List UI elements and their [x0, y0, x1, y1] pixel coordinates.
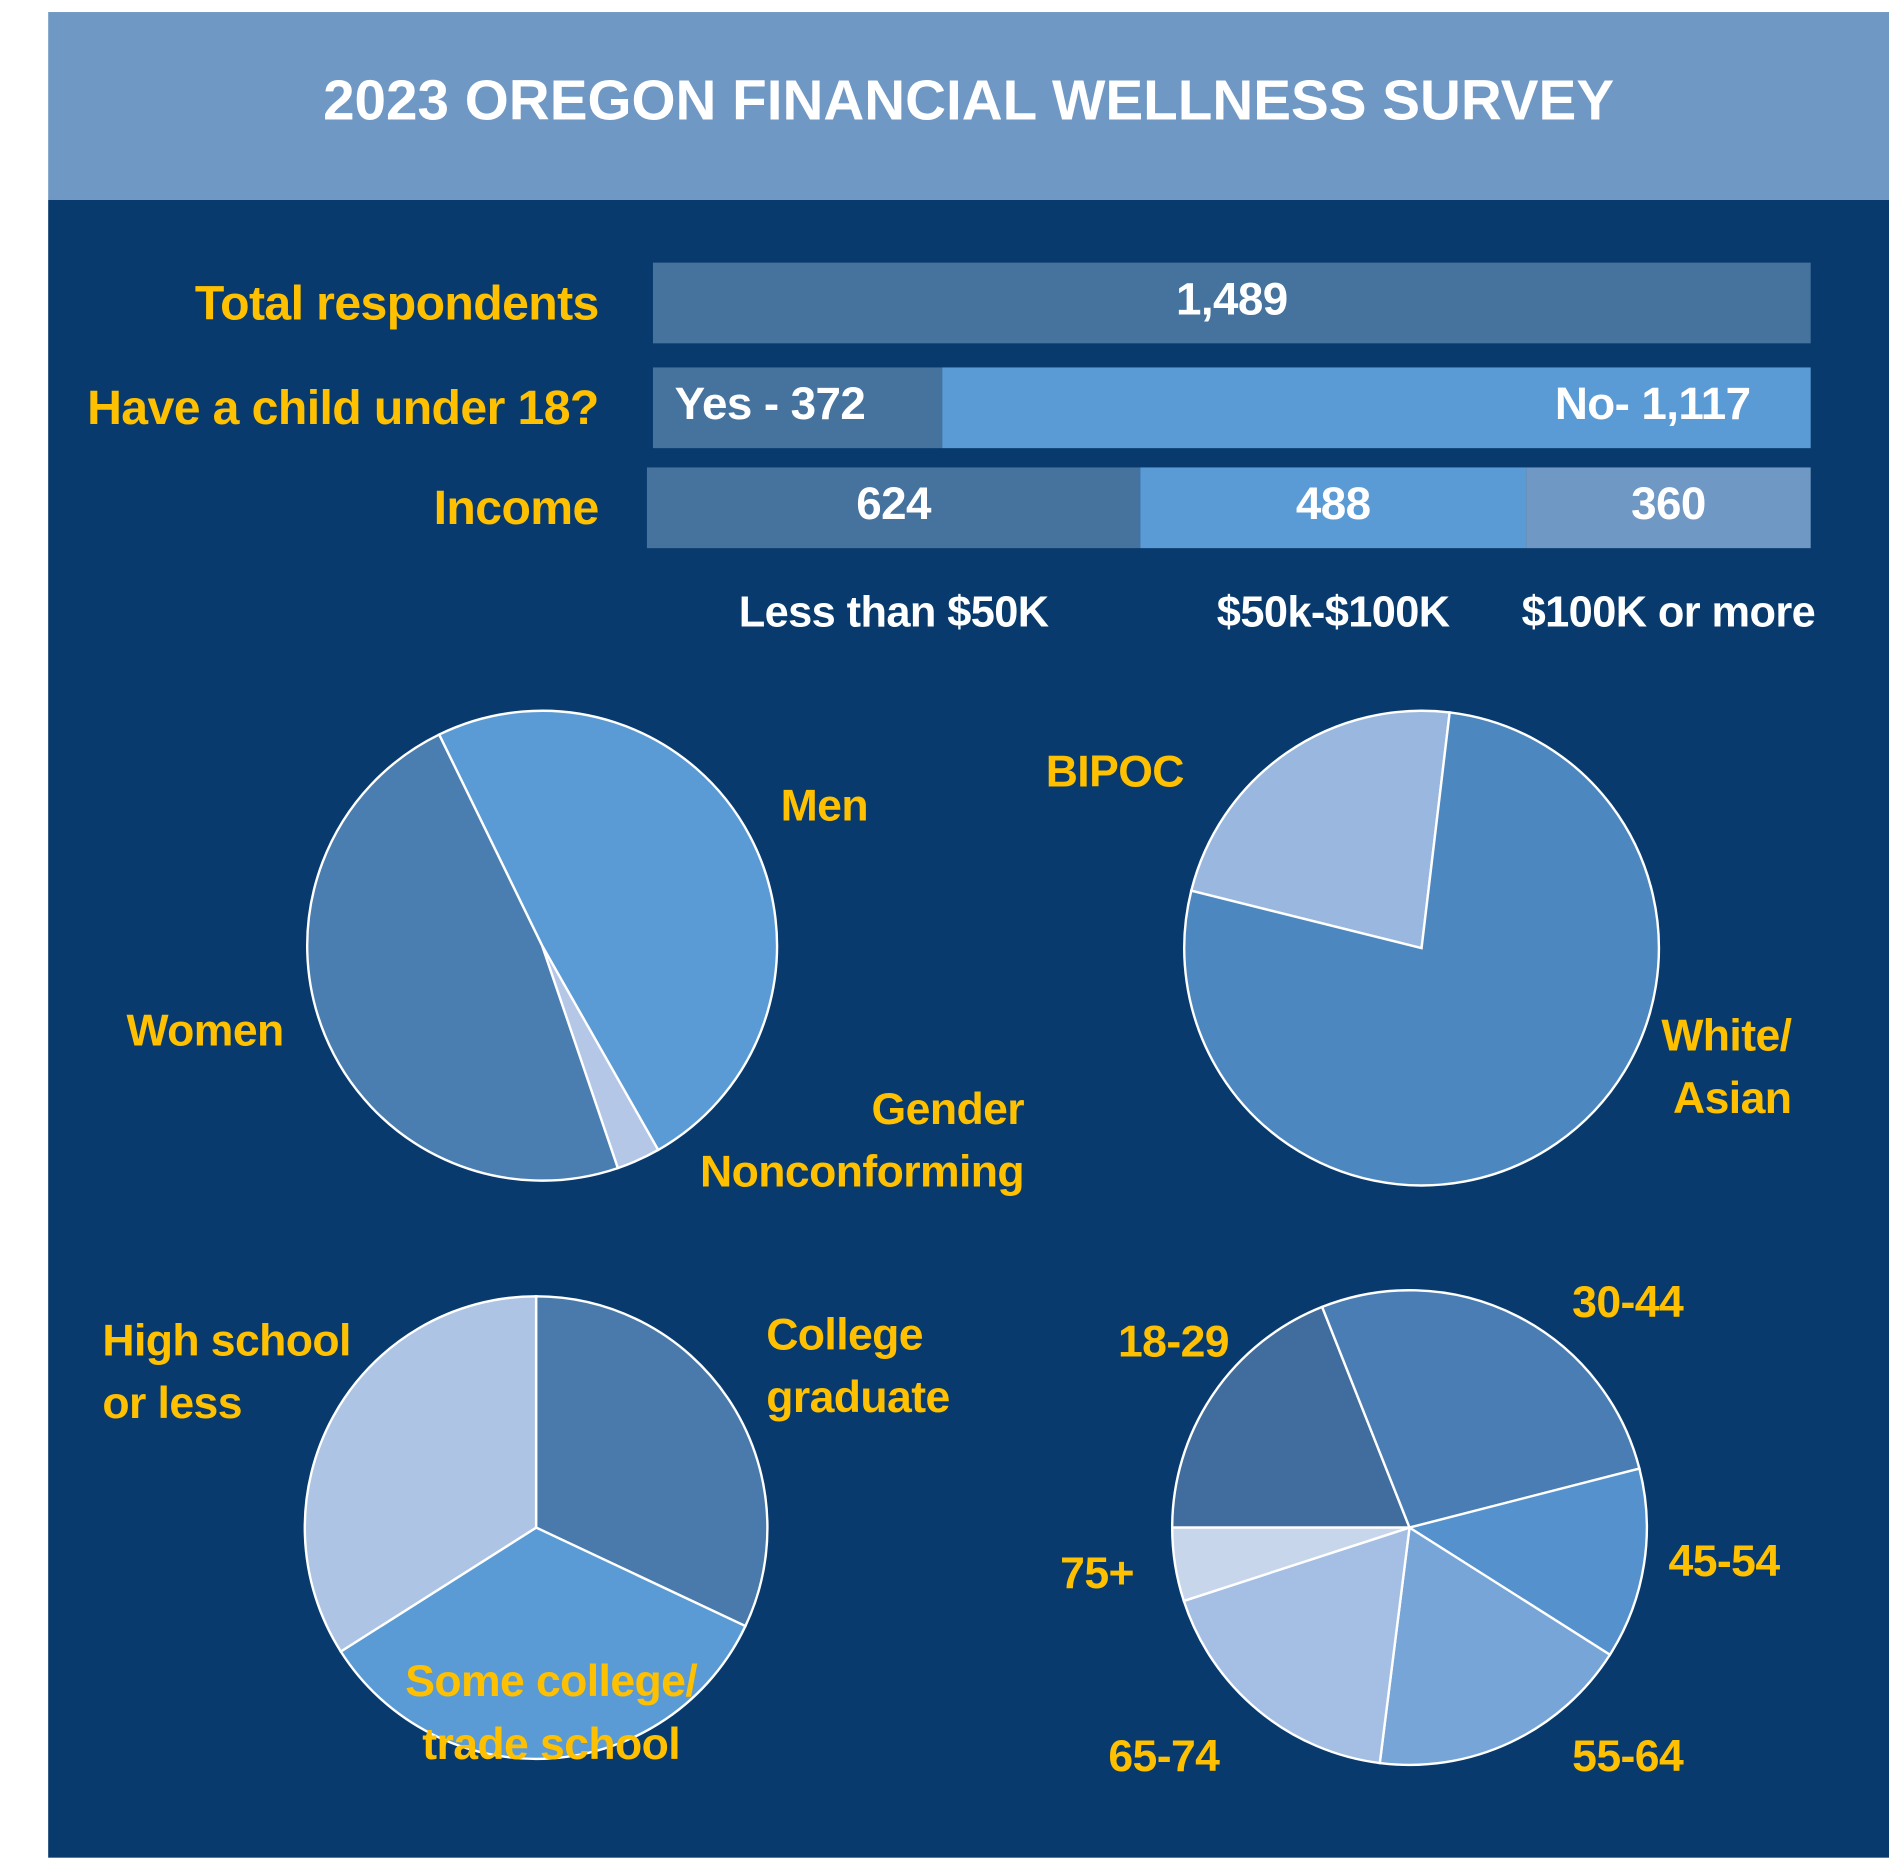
pie-slice [534, 1295, 769, 1628]
pie-slice [1320, 1289, 1641, 1530]
bar-segment [1526, 467, 1811, 549]
pie-slice [1378, 1525, 1612, 1767]
header-band [48, 12, 1889, 200]
pie-slice [339, 1526, 747, 1761]
slice-label: 45-54 [1668, 1536, 1781, 1586]
slice-label: High school or less [102, 1315, 351, 1428]
data-label: 624 [856, 478, 931, 530]
slice-label: 18-29 [1117, 1316, 1230, 1367]
pie-slice [1170, 1305, 1412, 1529]
bar-segment [652, 262, 1811, 344]
data-label: No- 1,117 [1554, 378, 1751, 430]
pie-slice [1189, 709, 1452, 950]
row-label: Total respondents [194, 276, 599, 330]
data-label: 488 [1295, 478, 1371, 530]
pie-slice [303, 1295, 538, 1654]
category-label: $100K or more [1521, 586, 1816, 637]
slice-label: 55-64 [1572, 1731, 1684, 1781]
title: 2023 OREGON FINANCIAL WELLNESS SURVEY [323, 67, 1615, 132]
slice-label: 75+ [1060, 1548, 1134, 1598]
category-label: $50k-$100K [1216, 586, 1450, 637]
slice-label: 30-44 [1572, 1277, 1684, 1327]
row-label: Have a child under 18? [87, 381, 599, 435]
slice-label: 65-74 [1108, 1731, 1220, 1781]
bar-segment [942, 367, 1811, 449]
slice-label: White/ Asian [1661, 1010, 1792, 1123]
pie-slice [1406, 1467, 1649, 1657]
slice-label: BIPOC [1045, 746, 1185, 797]
category-label: Less than $50K [738, 586, 1049, 637]
data-label: 1,489 [1176, 274, 1288, 325]
data-label: 360 [1631, 478, 1706, 530]
slice-label: Women [126, 1005, 284, 1056]
pie-slice [1183, 711, 1661, 1187]
data-label: Yes - 372 [674, 378, 866, 430]
row-label: Income [433, 481, 600, 535]
pie-slice [1170, 1526, 1410, 1603]
bar-segment [646, 467, 1141, 549]
bar-segment [1140, 467, 1527, 549]
slice-label: Some college/ trade school [405, 1656, 698, 1769]
slice-label: Gender Nonconforming [700, 1084, 1025, 1197]
bar-segment [652, 367, 943, 449]
pie-slice [437, 709, 779, 1152]
slice-label: Men [780, 780, 869, 831]
pie-slice [1182, 1525, 1411, 1765]
pie-slice [306, 732, 620, 1182]
slice-label: College graduate [766, 1309, 950, 1422]
